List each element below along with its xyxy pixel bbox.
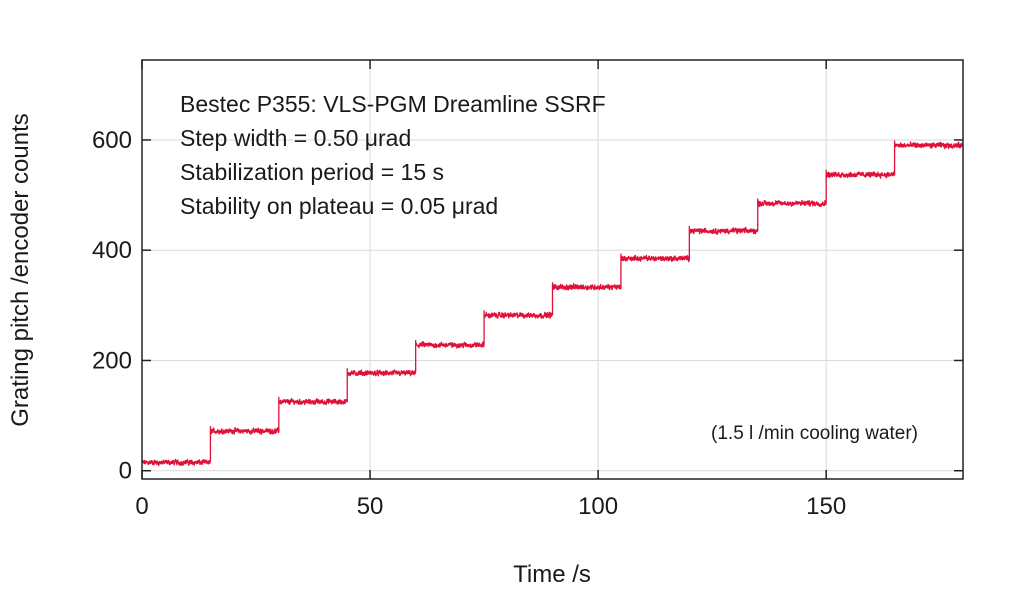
y-tick-label: 600 [92,127,132,154]
y-tick-label: 400 [92,237,132,264]
plot-frame [141,59,964,480]
annotation-line-1: Bestec P355: VLS-PGM Dreamline SSRF [180,91,606,117]
ticks [141,60,963,479]
annotation-line-4: Stability on plateau = 0.05 μrad [180,193,498,219]
x-tick-label: 100 [578,493,618,520]
cooling-note: (1.5 l /min cooling water) [711,423,918,444]
x-tick-label: 0 [135,493,148,520]
annotation-block: Bestec P355: VLS-PGM Dreamline SSRF Step… [180,91,606,219]
x-axis-title: Time /s [513,561,591,588]
annotation-line-3: Stabilization period = 15 s [180,159,444,185]
grid [142,60,963,479]
y-tick-label: 0 [119,458,132,485]
y-axis-title: Grating pitch /encoder counts [7,113,34,427]
x-tick-label: 150 [806,493,846,520]
x-tick-label: 50 [357,493,384,520]
annotation-line-2: Step width = 0.50 μrad [180,125,411,151]
y-tick-label: 200 [92,347,132,374]
series-layer [141,140,964,467]
series-line [141,140,964,467]
tick-labels: 0 50 100 150 0 200 400 600 [92,127,846,520]
